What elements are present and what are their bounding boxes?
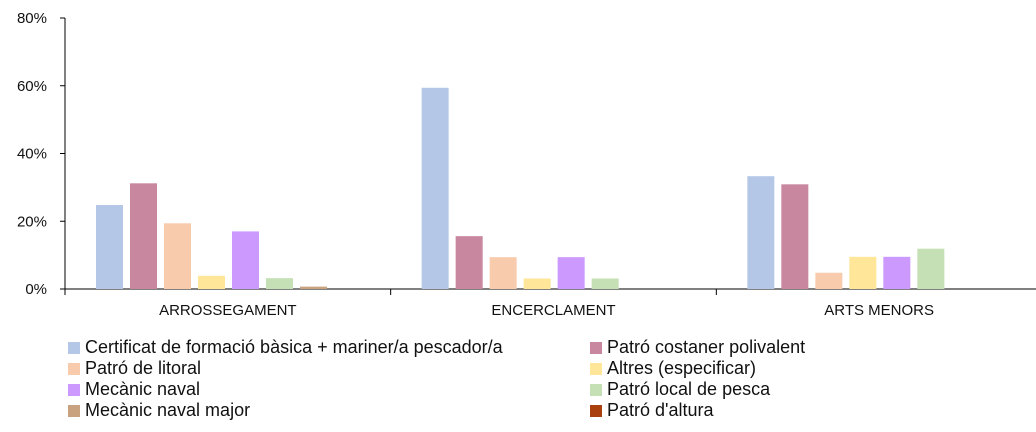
bar <box>232 231 259 289</box>
bar <box>815 272 843 289</box>
legend-item-mecanic-naval-major: Mecànic naval major <box>68 400 590 421</box>
bar <box>266 278 293 289</box>
legend-swatch <box>68 404 80 417</box>
y-tick-label: 60% <box>17 78 47 95</box>
legend-label: Patró de litoral <box>85 358 202 378</box>
legend-item-patro-litoral: Patró de litoral <box>68 358 590 379</box>
legend-label: Patró d'altura <box>607 400 714 420</box>
legend-swatch <box>590 383 602 396</box>
y-tick-label: 20% <box>17 213 47 230</box>
bar <box>917 248 945 289</box>
legend-label: Patró local de pesca <box>607 379 771 399</box>
legend-row: Certificat de formació bàsica + mariner/… <box>68 337 968 358</box>
bar <box>300 286 327 289</box>
legend: Certificat de formació bàsica + mariner/… <box>68 337 968 421</box>
bar-chart: 0% 20% 40% 60% 80% ARROSSEGAMENT ENCERCLAMENT… <box>17 10 1036 319</box>
bar <box>747 176 775 289</box>
bar <box>557 257 585 289</box>
legend-item-altres: Altres (especificar) <box>590 358 756 379</box>
legend-swatch <box>68 362 80 375</box>
legend-label: Altres (especificar) <box>607 358 757 378</box>
y-tick-label: 80% <box>17 10 47 27</box>
bar <box>489 257 517 289</box>
legend-item-patro-costaner: Patró costaner polivalent <box>590 337 805 358</box>
y-tick-label: 40% <box>17 146 47 163</box>
bar <box>198 275 225 289</box>
bar <box>130 183 157 289</box>
legend-label: Mecànic naval <box>85 379 201 399</box>
y-tick-label: 0% <box>25 281 47 298</box>
x-category-label: ARTS MENORS <box>824 302 934 319</box>
bar <box>883 256 911 289</box>
x-category-label: ARROSSEGAMENT <box>159 302 297 319</box>
bar <box>591 278 619 289</box>
bar <box>781 184 809 289</box>
bar <box>421 87 449 289</box>
legend-label: Mecànic naval major <box>85 400 251 420</box>
legend-row: Mecànic naval Patró local de pesca <box>68 379 968 400</box>
legend-row: Patró de litoral Altres (especificar) <box>68 358 968 379</box>
legend-row: Mecànic naval major Patró d'altura <box>68 400 968 421</box>
x-category-label: ENCERCLAMENT <box>491 302 615 319</box>
bar <box>455 236 483 289</box>
bars <box>96 87 945 289</box>
legend-swatch <box>590 404 602 417</box>
y-axis: 0% 20% 40% 60% 80% <box>17 10 66 298</box>
legend-label: Certificat de formació bàsica + mariner/… <box>85 337 503 357</box>
legend-label: Patró costaner polivalent <box>607 337 806 357</box>
legend-item-certificat: Certificat de formació bàsica + mariner/… <box>68 337 590 358</box>
legend-swatch <box>68 341 80 354</box>
legend-swatch <box>68 383 80 396</box>
x-axis: ARROSSEGAMENT ENCERCLAMENT ARTS MENORS <box>64 288 1036 319</box>
bar <box>164 223 191 289</box>
legend-swatch <box>590 362 602 375</box>
legend-item-patro-altura: Patró d'altura <box>590 400 714 421</box>
bar <box>849 256 877 289</box>
legend-swatch <box>590 341 602 354</box>
bar <box>523 278 551 289</box>
bar <box>96 204 123 289</box>
legend-item-patro-local: Patró local de pesca <box>590 379 770 400</box>
legend-item-mecanic-naval: Mecànic naval <box>68 379 590 400</box>
